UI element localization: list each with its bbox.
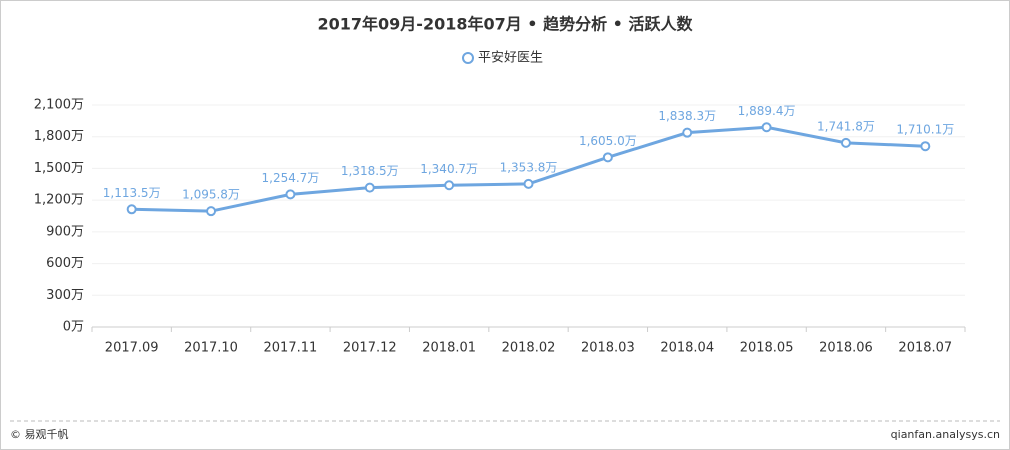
x-tick-label: 2018.03: [581, 341, 635, 356]
x-tick-label: 2017.09: [105, 341, 159, 356]
y-tick-label: 900万: [46, 224, 84, 239]
point: [444, 180, 455, 191]
point: [206, 206, 217, 217]
x-tick-label: 2017.12: [343, 341, 397, 356]
y-tick-label: 1,800万: [34, 129, 84, 144]
data-label: 1,095.8万: [182, 188, 240, 202]
data-label: 1,741.8万: [817, 119, 875, 133]
point: [523, 178, 534, 189]
legend-marker: [462, 52, 474, 64]
x-tick-label: 2017.10: [184, 341, 238, 356]
data-label: 1,340.7万: [420, 162, 478, 176]
footer-right: qianfan.analysys.cn: [891, 428, 1000, 441]
data-label: 1,605.0万: [579, 134, 637, 148]
footer-left: © 易观千帆: [10, 427, 69, 441]
y-tick-label: 1,200万: [34, 193, 84, 208]
point: [364, 182, 375, 193]
point: [840, 137, 851, 148]
x-tick-label: 2017.11: [264, 341, 318, 356]
x-tick-label: 2018.07: [898, 341, 952, 356]
point: [126, 204, 137, 215]
point: [682, 127, 693, 138]
point: [761, 122, 772, 133]
y-tick-label: 300万: [46, 288, 84, 303]
x-tick-label: 2018.06: [819, 341, 873, 356]
x-tick-label: 2018.05: [740, 341, 794, 356]
legend-label: 平安好医生: [478, 51, 543, 66]
y-tick-label: 1,500万: [34, 161, 84, 176]
x-tick-label: 2018.02: [502, 341, 556, 356]
data-label: 1,353.8万: [500, 160, 558, 174]
data-label: 1,710.1万: [896, 123, 954, 137]
data-label: 1,318.5万: [341, 164, 399, 178]
chart-title: 2017年09月-2018年07月 • 趋势分析 • 活跃人数: [318, 15, 694, 34]
y-tick-label: 2,100万: [34, 98, 84, 113]
y-tick-label: 600万: [46, 256, 84, 271]
y-tick-label: 0万: [63, 320, 84, 335]
data-label: 1,838.3万: [658, 109, 716, 123]
point: [285, 189, 296, 200]
x-tick-label: 2018.01: [422, 341, 476, 356]
point: [920, 141, 931, 152]
x-tick-label: 2018.04: [660, 341, 714, 356]
data-label: 1,889.4万: [738, 104, 796, 118]
data-label: 1,254.7万: [262, 171, 320, 185]
point: [602, 152, 613, 163]
data-label: 1,113.5万: [103, 186, 161, 200]
